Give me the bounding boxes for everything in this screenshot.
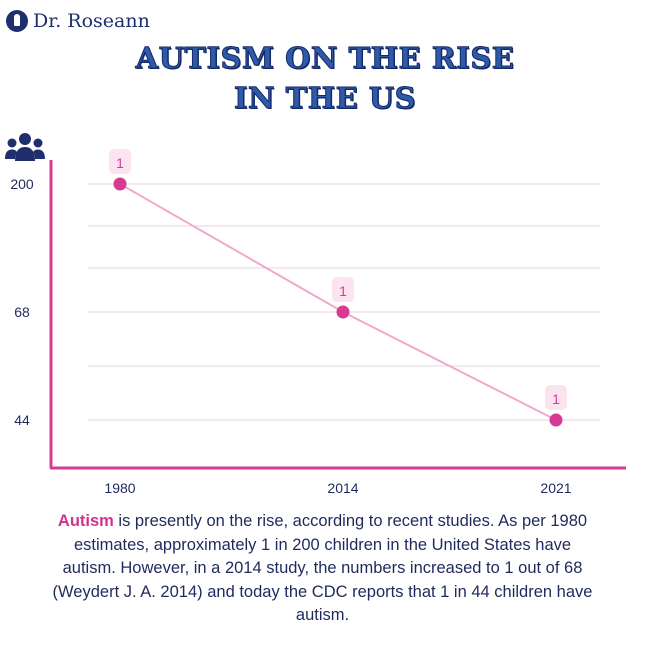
data-label: 1: [116, 155, 124, 171]
caption-highlight: Autism: [57, 512, 114, 530]
data-point: [336, 305, 350, 319]
data-label-badge: [545, 385, 567, 410]
title-line-2: IN THE US: [233, 81, 417, 116]
caption-text: is presently on the rise, according to r…: [52, 512, 593, 624]
y-tick-label: 68: [14, 304, 30, 320]
line-chart: 200 68 44 1980 2014 2021 1 1 1: [10, 149, 626, 496]
data-label: 1: [552, 391, 560, 407]
data-label: 1: [339, 283, 347, 299]
caption: Autism is presently on the rise, accordi…: [50, 510, 595, 628]
x-tick-label: 2014: [327, 480, 358, 496]
people-group-icon: [5, 133, 45, 161]
data-point: [549, 413, 563, 427]
page-title: AUTISM ON THE RISE IN THE US: [0, 38, 650, 118]
data-label-badge: [109, 149, 131, 174]
keyhole-logo-icon: [6, 10, 28, 32]
x-tick-label: 2021: [540, 480, 571, 496]
x-tick-label: 1980: [104, 480, 135, 496]
data-point: [113, 177, 127, 191]
title-line-1: AUTISM ON THE RISE: [135, 41, 515, 76]
brand: Dr. Roseann: [6, 8, 150, 34]
y-tick-label: 200: [10, 176, 34, 192]
brand-name: Dr. Roseann: [33, 10, 150, 32]
data-label-badge: [332, 277, 354, 302]
y-tick-label: 44: [14, 412, 30, 428]
